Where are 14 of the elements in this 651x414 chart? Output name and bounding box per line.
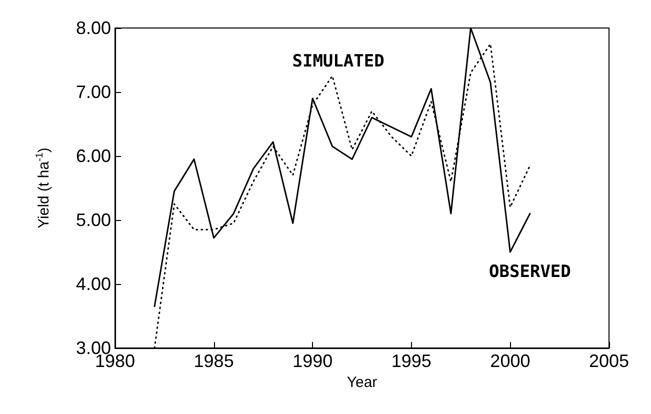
y-tick-label: 8.00: [76, 18, 111, 38]
y-tick-label: 7.00: [76, 82, 111, 102]
x-tick-label: 2005: [588, 351, 630, 371]
y-tick-label: 5.00: [76, 210, 111, 230]
x-axis-title: Year: [346, 374, 378, 391]
x-tick-label: 1990: [292, 351, 333, 371]
x-tick-label: 2000: [490, 351, 530, 371]
series-label: SIMULATED: [292, 51, 384, 72]
x-tick-label: 1985: [194, 351, 234, 371]
y-tick-label: 4.00: [76, 274, 111, 294]
y-tick-label: 6.00: [76, 146, 111, 166]
x-tick-label: 1995: [391, 351, 432, 371]
series-label: OBSERVED: [489, 262, 571, 282]
y-axis-title: Yield (t ha-1): [34, 148, 52, 228]
